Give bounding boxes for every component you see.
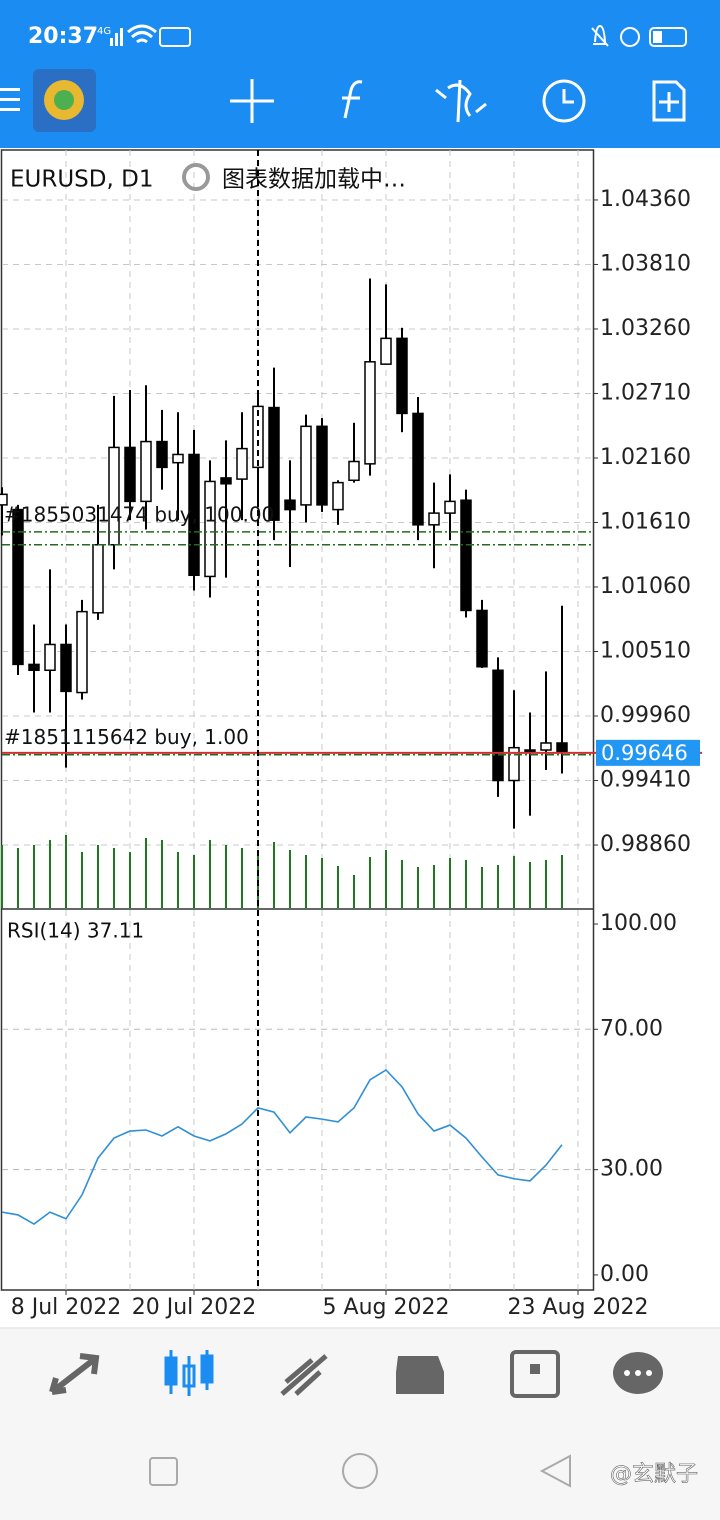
chat-dots [624, 1370, 652, 1376]
back-button[interactable] [539, 1454, 571, 1488]
news-icon-part [530, 1364, 540, 1374]
chart-tab[interactable] [164, 1350, 214, 1396]
candle-body [524, 749, 536, 753]
y-tick-label: 1.04360 [600, 187, 691, 212]
quotes-tab[interactable] [49, 1353, 100, 1395]
y-tick-label: 0.00 [600, 1262, 649, 1287]
y-tick-label: 1.01060 [600, 574, 691, 599]
trade-tab[interactable] [280, 1354, 328, 1396]
candle-body [156, 440, 168, 469]
system-nav [0, 1420, 720, 1520]
candle-body [188, 453, 200, 577]
candle-body [28, 663, 40, 672]
y-tick-label: 100.00 [600, 911, 677, 936]
signal-icon [110, 28, 123, 46]
mute-icon [591, 24, 609, 47]
y-tick-label: 1.03260 [600, 316, 691, 341]
candle-body [508, 746, 520, 782]
bottom-nav [0, 1328, 720, 1420]
crosshair-button[interactable] [230, 79, 274, 123]
recents-button[interactable] [149, 1457, 178, 1486]
loading-spinner [182, 163, 210, 191]
candle-body [220, 477, 232, 485]
logo-mark [54, 90, 74, 110]
y-tick-label: 0.99410 [600, 768, 691, 793]
x-tick-label: 5 Aug 2022 [323, 1295, 450, 1320]
candle-body [268, 406, 280, 521]
order-label: #1851115642 buy, 1.00 [4, 725, 249, 749]
hd-icon [159, 27, 191, 47]
candle-body [204, 480, 216, 578]
menu-button[interactable] [0, 88, 20, 111]
candle-body [236, 447, 248, 480]
bid-label-box [596, 739, 700, 766]
candle-body [60, 643, 72, 693]
candle-body [540, 742, 552, 751]
candle-body [92, 544, 104, 614]
loading-status: 图表数据加载中… [222, 167, 406, 193]
app-header [0, 0, 720, 148]
candle-body [140, 440, 152, 503]
candle-body [124, 446, 136, 503]
timeframe-button[interactable] [542, 79, 586, 123]
candle-body [108, 446, 120, 546]
lock-icon [620, 27, 640, 47]
chart-title: EURUSD, D1 [10, 167, 153, 193]
y-tick-label: 0.98860 [600, 832, 691, 857]
candle-body [332, 481, 344, 511]
bid-label: 0.99646 [601, 741, 688, 765]
candle-body [172, 453, 184, 464]
rsi-line [1, 1068, 563, 1225]
x-tick-label: 23 Aug 2022 [508, 1295, 649, 1320]
x-tick-label: 8 Jul 2022 [11, 1295, 122, 1320]
candle-body [364, 361, 376, 465]
status-time: 20:37 [28, 24, 98, 49]
home-button[interactable] [342, 1453, 378, 1489]
x-tick-label: 20 Jul 2022 [132, 1295, 257, 1320]
chart-frame [0, 149, 595, 1291]
history-tab[interactable] [396, 1356, 444, 1394]
y-tick-label: 1.02710 [600, 380, 691, 405]
candle-body [300, 425, 312, 506]
y-tick-label: 70.00 [600, 1016, 663, 1041]
y-tick-label: 1.00510 [600, 639, 691, 664]
y-tick-label: 30.00 [600, 1157, 663, 1182]
indicator-title: RSI(14) 37.11 [7, 919, 144, 943]
candle-body [44, 643, 56, 672]
battery-icon [649, 27, 687, 47]
status-network: 4G [97, 26, 111, 37]
candle-body [460, 499, 472, 612]
candle-body [348, 460, 360, 482]
news-tab[interactable] [510, 1350, 560, 1398]
trade-button[interactable] [435, 79, 487, 123]
candle-body [476, 609, 488, 668]
candle-body [12, 508, 24, 666]
order-label: #1855031474 buy, 100.00 [4, 502, 274, 526]
plot: #1855031474 buy, 100.00 #1851115642 buy, … [0, 150, 594, 1290]
candle-body [0, 493, 8, 506]
candle-body [284, 499, 296, 511]
clock-hands [562, 89, 574, 104]
candle-body [396, 337, 408, 415]
candle-body [556, 742, 568, 754]
candle-body [444, 500, 456, 514]
y-tick-label: 1.03810 [600, 251, 691, 276]
indicators-button[interactable] [342, 80, 363, 119]
new-order-button[interactable] [652, 80, 686, 122]
y-tick-label: 1.02160 [600, 445, 691, 470]
candle-body [252, 405, 264, 469]
candle-body [492, 669, 504, 782]
candle-body [428, 512, 440, 526]
y-tick-label: 0.99960 [600, 703, 691, 728]
candle-body [412, 412, 424, 526]
candle-body [76, 610, 88, 694]
watermark: @玄默子 [610, 1462, 698, 1487]
candle-body [316, 425, 328, 506]
candle-body [380, 337, 392, 365]
y-tick-label: 1.01610 [600, 509, 691, 534]
battery-level [653, 31, 662, 43]
wifi-icon [127, 24, 157, 44]
